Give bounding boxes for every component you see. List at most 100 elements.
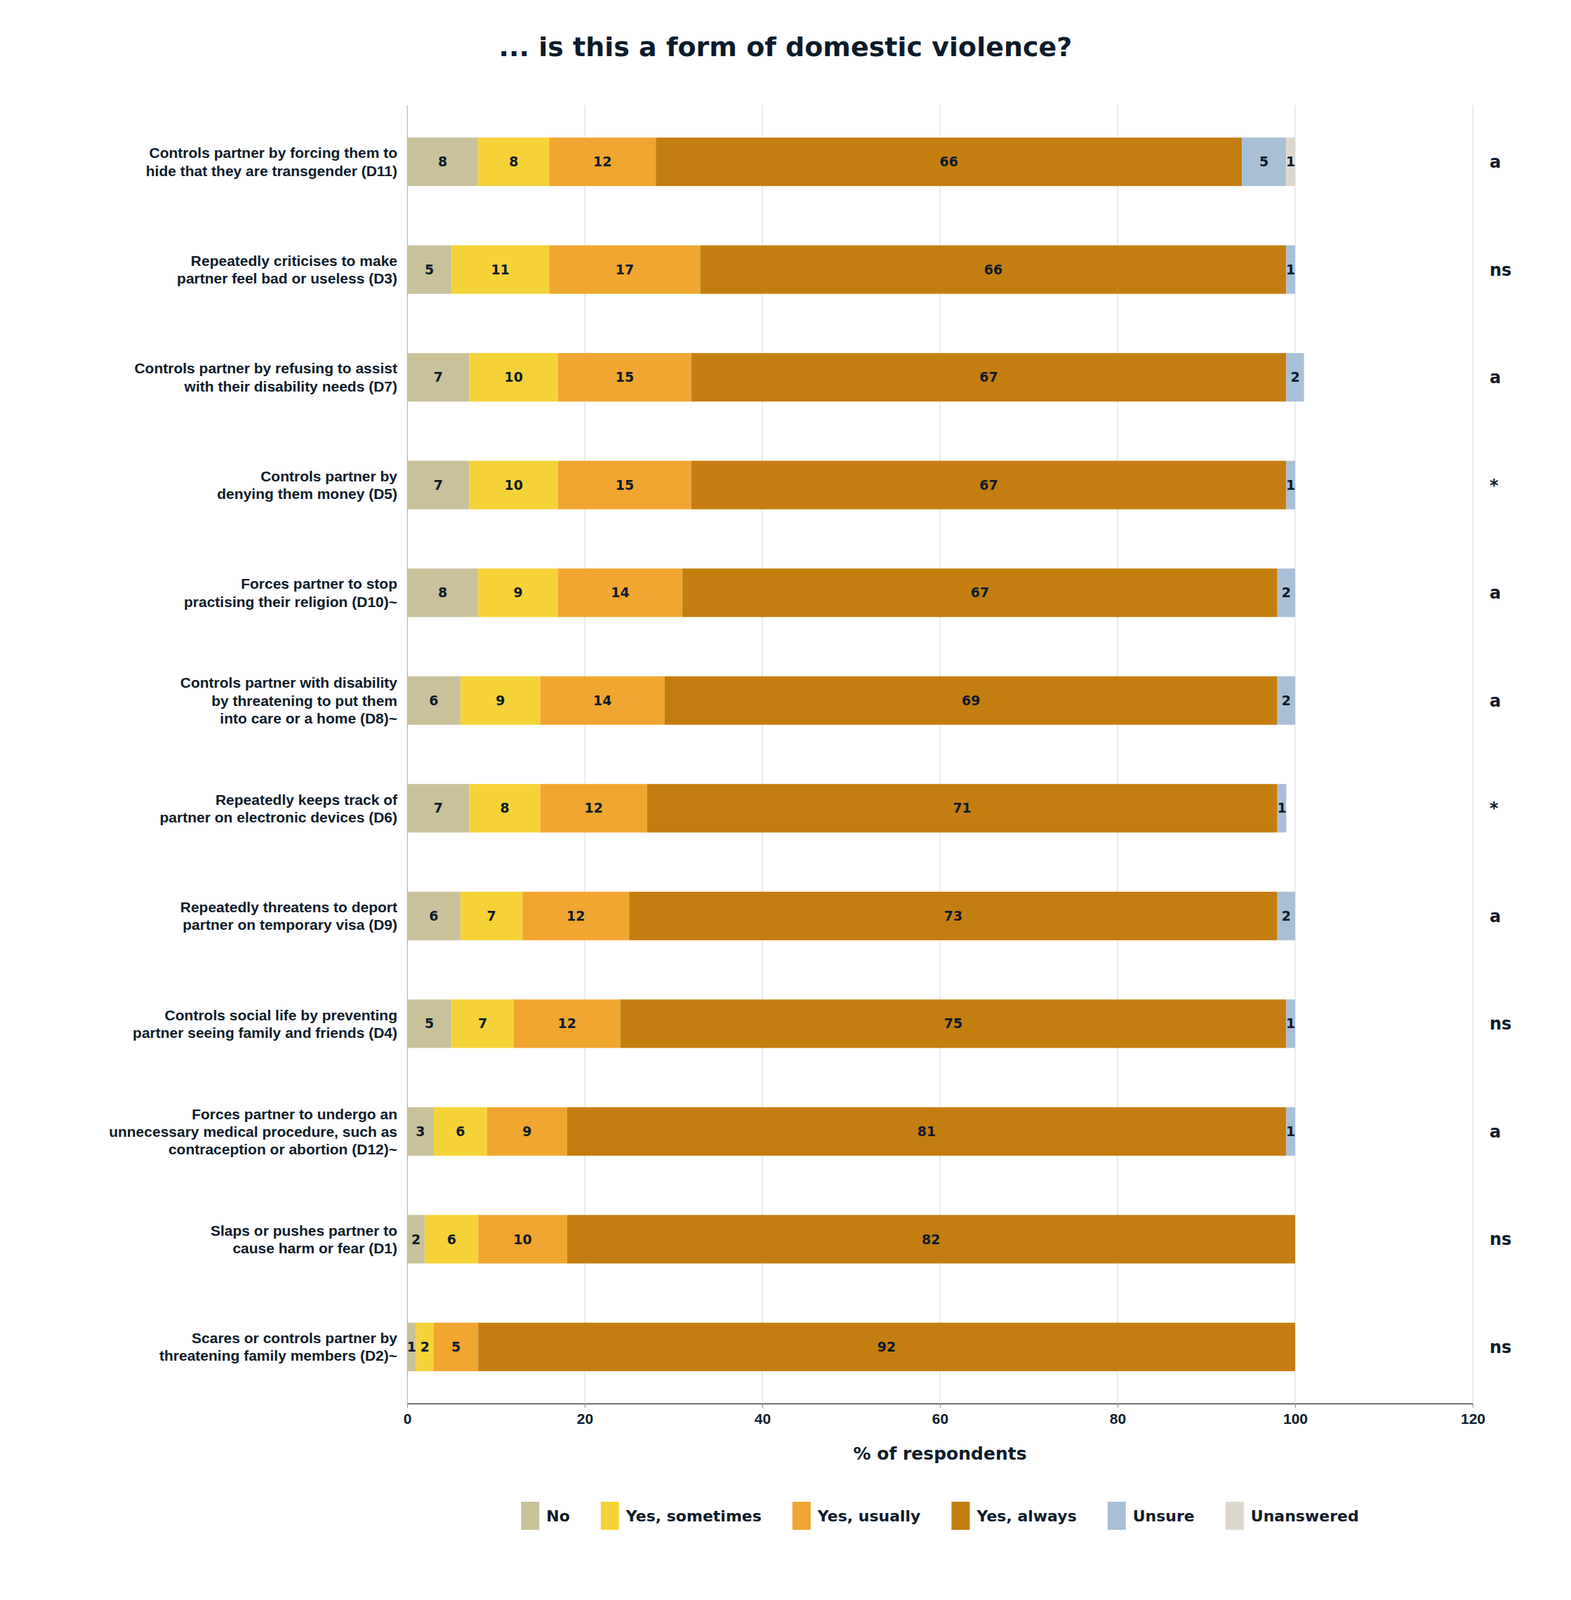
series-2 xyxy=(433,137,701,1372)
tick-label: Slaps or pushes partner tocause harm or … xyxy=(210,1222,398,1257)
tick-label-line: Scares or controls partner by xyxy=(191,1330,398,1347)
annotation: a xyxy=(1489,906,1501,927)
grid-line xyxy=(1294,105,1296,1404)
bar xyxy=(460,676,541,726)
legend-swatch xyxy=(600,1502,620,1531)
tick-label-line: Repeatedly threatens to deport xyxy=(180,899,398,916)
tick-label-line: Forces partner to undergo an xyxy=(191,1105,398,1122)
tick: Controls partner by forcing them tohide … xyxy=(146,144,408,179)
data-label: 71 xyxy=(952,800,971,816)
tick-label-line: partner feel bad or useless (D3) xyxy=(176,270,398,287)
bar xyxy=(1295,1323,1296,1372)
bar xyxy=(655,137,1242,187)
bar xyxy=(1295,1323,1296,1372)
data-label: 1 xyxy=(1286,1015,1296,1032)
legend-swatch xyxy=(792,1502,811,1531)
tick-label-line: Controls partner by forcing them to xyxy=(148,144,398,161)
data-label: 15 xyxy=(615,369,634,385)
legend-label: No xyxy=(546,1507,570,1526)
bar xyxy=(1286,353,1304,402)
data-label: 81 xyxy=(917,1123,936,1140)
data-label: 6 xyxy=(428,908,439,924)
data-label: 2 xyxy=(1281,584,1291,601)
legend-swatch xyxy=(520,1502,540,1531)
tick: Repeatedly keeps track ofpartner on elec… xyxy=(160,791,408,826)
annotation: a xyxy=(1489,691,1501,712)
grid-line xyxy=(939,105,940,1404)
bar xyxy=(1286,461,1296,510)
data-label: 69 xyxy=(961,692,980,709)
bar xyxy=(548,245,700,295)
tick-label-line: partner on electronic devices (D6) xyxy=(160,809,398,826)
tick-mark xyxy=(1295,1403,1296,1409)
tick: 120 xyxy=(1460,1403,1486,1428)
bar xyxy=(407,784,470,833)
tick-label: Controls partner by forcing them tohide … xyxy=(146,144,398,179)
series-3 xyxy=(478,137,1296,1372)
bar xyxy=(478,1215,568,1264)
tick-label-line: partner seeing family and friends (D4) xyxy=(132,1024,398,1042)
tick-label-line: practising their religion (D10)~ xyxy=(183,593,398,611)
data-label: 10 xyxy=(504,477,523,493)
tick-label-line: partner on temporary visa (D9) xyxy=(182,916,398,933)
title: ... is this a form of domestic violence? xyxy=(499,31,1073,63)
tick-label: 0 xyxy=(403,1410,413,1428)
bar xyxy=(620,999,1287,1049)
bar xyxy=(424,1215,479,1264)
bar xyxy=(478,137,549,187)
data-label: 14 xyxy=(593,692,612,709)
data-label: 12 xyxy=(584,800,603,816)
data-label: 6 xyxy=(428,692,439,709)
data-label: 1 xyxy=(407,1339,417,1355)
tick-label: Repeatedly criticises to makepartner fee… xyxy=(176,252,398,287)
annotation: a xyxy=(1489,367,1501,388)
annotation: ns xyxy=(1489,1014,1512,1034)
data-label: 12 xyxy=(593,153,612,170)
bar xyxy=(1295,1215,1296,1264)
bar xyxy=(478,1323,1296,1372)
bar xyxy=(433,1107,488,1157)
x-axis: 020406080100120 xyxy=(403,1403,1486,1428)
bar xyxy=(522,892,629,941)
data-label: 92 xyxy=(877,1339,896,1355)
annotation: ns xyxy=(1489,1337,1512,1358)
tick-label-line: into care or a home (D8)~ xyxy=(219,710,398,727)
annotation: * xyxy=(1489,475,1499,496)
data-label: 75 xyxy=(944,1015,963,1032)
bars xyxy=(407,137,1305,1372)
legend-item: Yes, sometimes xyxy=(600,1502,762,1531)
tick-mark xyxy=(1472,1403,1474,1409)
bar xyxy=(1295,892,1296,941)
tick-label-line: by threatening to put them xyxy=(211,692,398,709)
tick-label-line: Forces partner to stop xyxy=(240,575,398,592)
bar xyxy=(407,892,461,941)
bar xyxy=(540,676,665,726)
bar xyxy=(407,137,479,187)
annotation: a xyxy=(1489,152,1501,172)
grid-line xyxy=(1472,105,1473,1404)
data-label: 1 xyxy=(1286,477,1296,493)
tick-label-line: cause harm or fear (D1) xyxy=(232,1240,398,1257)
legend-swatch xyxy=(1225,1502,1244,1531)
data-label: 3 xyxy=(415,1123,425,1140)
bar xyxy=(1286,1107,1296,1157)
data-label: 1 xyxy=(1276,800,1287,816)
bar xyxy=(469,461,559,510)
bar xyxy=(682,568,1278,618)
bar xyxy=(647,784,1278,833)
tick-label-line: contraception or abortion (D12)~ xyxy=(168,1141,398,1158)
data-label: 1 xyxy=(1286,153,1296,170)
tick: Forces partner to stoppractising their r… xyxy=(183,575,408,610)
legend-label: Yes, usually xyxy=(817,1507,921,1526)
tick-label: 80 xyxy=(1109,1410,1126,1428)
bar xyxy=(1277,892,1296,941)
tick-label: Controls partner bydenying them money (D… xyxy=(216,468,398,502)
tick: 20 xyxy=(577,1403,594,1428)
tick-label-line: unnecessary medical procedure, such as xyxy=(108,1123,398,1140)
axis-line xyxy=(407,105,408,1405)
data-label: 82 xyxy=(921,1231,940,1248)
bar xyxy=(416,1323,434,1372)
tick: Repeatedly threatens to deportpartner on… xyxy=(180,899,408,933)
series-5 xyxy=(1286,137,1296,187)
legend-item: No xyxy=(520,1502,570,1531)
